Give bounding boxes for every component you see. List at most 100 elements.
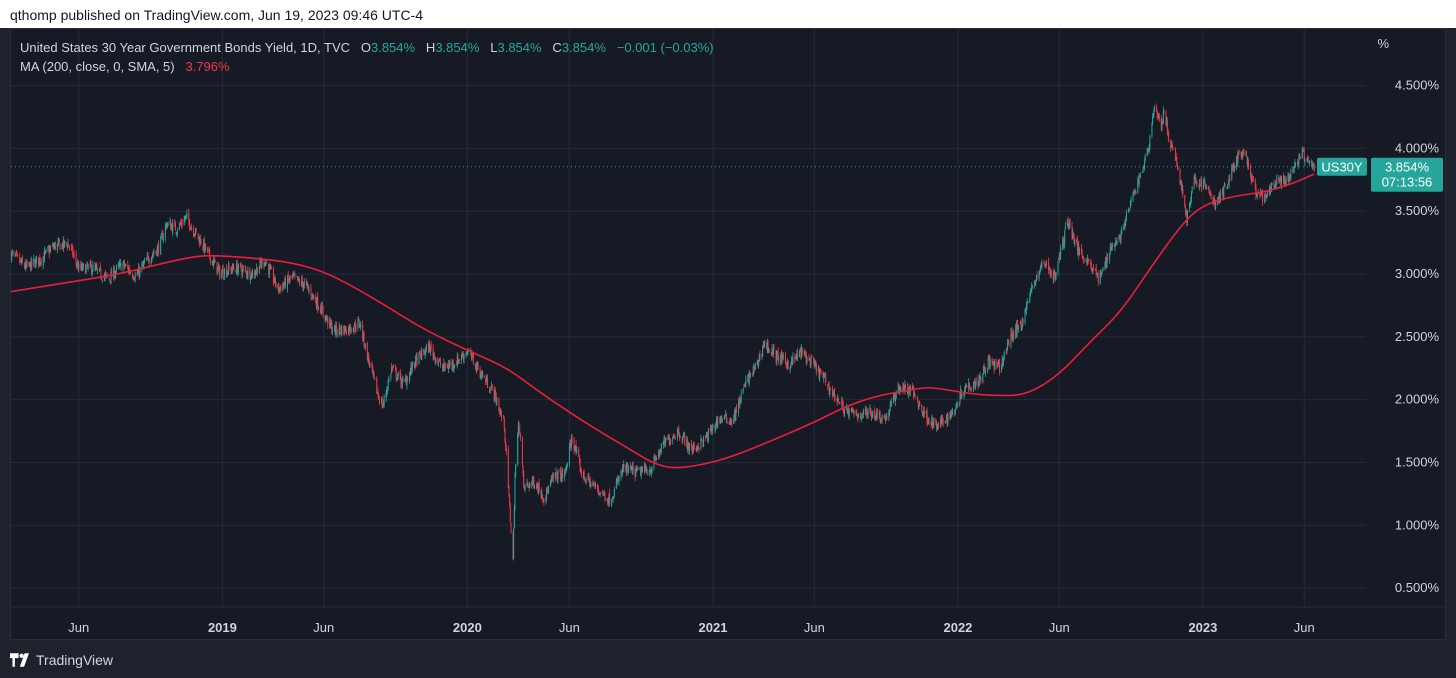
- candle-body: [1062, 239, 1064, 249]
- candle-body: [68, 244, 70, 245]
- candle-body: [640, 466, 642, 476]
- candle-body: [298, 278, 300, 281]
- candle-body: [1174, 148, 1176, 160]
- candle-body: [1219, 194, 1221, 203]
- candle-body: [458, 359, 460, 361]
- candle-body: [541, 494, 543, 498]
- legend-symbol[interactable]: United States 30 Year Government Bonds Y…: [20, 40, 351, 55]
- candle-body: [313, 296, 315, 299]
- candle-body: [668, 437, 670, 444]
- candle-body: [568, 446, 570, 465]
- candle-body: [127, 267, 129, 272]
- candle-body: [972, 382, 974, 392]
- candle-body: [1215, 200, 1217, 209]
- candle-body: [1294, 162, 1296, 168]
- candle-body: [1053, 271, 1055, 280]
- candle-body: [640, 470, 642, 477]
- candle-body: [1166, 119, 1168, 123]
- candle-body: [401, 379, 403, 387]
- candle-body: [180, 221, 182, 225]
- candle-body: [184, 219, 186, 221]
- candle-body: [156, 247, 158, 257]
- candle-body: [1052, 273, 1054, 280]
- candle-body: [750, 374, 752, 376]
- candle-body: [533, 486, 535, 489]
- candle-body: [919, 402, 921, 405]
- candle-body: [733, 411, 735, 420]
- footer-brand[interactable]: TradingView: [10, 648, 113, 672]
- candle-body: [111, 270, 113, 277]
- candle-body: [584, 479, 586, 481]
- candle-body: [175, 232, 177, 234]
- candle-body: [152, 254, 154, 256]
- candle-body: [974, 383, 976, 389]
- price-chart[interactable]: 4.500% 4.000% 3.500% 3.000% 2.500% 2.000% 1.50…: [11, 29, 1447, 641]
- candle-body: [194, 234, 196, 236]
- candle-body: [1068, 224, 1070, 227]
- candle-body: [631, 466, 633, 469]
- candle-body: [951, 412, 953, 417]
- candle-body: [273, 281, 275, 283]
- candle-body: [1132, 191, 1134, 201]
- candle-body: [406, 378, 408, 386]
- candle-body: [729, 417, 731, 425]
- x-tick-label: Jun: [804, 620, 825, 635]
- candle-body: [491, 385, 493, 389]
- candle-body: [81, 265, 83, 270]
- candle-body: [410, 365, 412, 373]
- candle-body: [964, 387, 966, 391]
- candle-body: [363, 333, 365, 345]
- candle-body: [400, 377, 402, 386]
- candle-body: [693, 443, 695, 450]
- candle-body: [519, 425, 521, 433]
- y-tick-label: 4.500%: [1395, 78, 1440, 93]
- candle-body: [204, 243, 206, 251]
- candle-body: [869, 407, 871, 414]
- candle-body: [1182, 188, 1184, 195]
- candle-body: [978, 382, 980, 385]
- candle-body: [834, 398, 836, 400]
- candle-body: [411, 361, 413, 371]
- candle-body: [916, 397, 918, 399]
- candle-body: [113, 268, 115, 278]
- candle-body: [49, 248, 51, 253]
- candle-body: [542, 499, 544, 501]
- candle-body: [937, 424, 939, 429]
- chart-panel[interactable]: 4.500% 4.000% 3.500% 3.000% 2.500% 2.000% 1.50…: [10, 28, 1447, 641]
- candle-body: [448, 364, 450, 369]
- candle-body: [822, 372, 824, 378]
- candle-body: [1261, 192, 1263, 195]
- candle-body: [800, 349, 802, 358]
- candle-body: [380, 399, 382, 404]
- candle-body: [176, 230, 178, 235]
- candle-body: [786, 361, 788, 368]
- candle-body: [543, 498, 545, 502]
- legend-ma-label[interactable]: MA (200, close, 0, SMA, 5): [20, 59, 175, 74]
- candle-body: [950, 410, 952, 416]
- candle-body: [66, 245, 68, 248]
- candle-body: [482, 374, 484, 376]
- candle-body: [1228, 176, 1230, 185]
- candle-body: [1113, 245, 1115, 247]
- candle-body: [728, 423, 730, 425]
- candle-body: [1181, 186, 1183, 191]
- candle-body: [644, 465, 646, 472]
- candle-body: [1002, 358, 1004, 363]
- candle-body: [710, 427, 712, 431]
- candle-body: [817, 367, 819, 371]
- candle-body: [644, 466, 646, 470]
- candle-body: [866, 411, 868, 415]
- candle-body: [402, 379, 404, 381]
- candle-body: [260, 263, 262, 267]
- candle-body: [1082, 256, 1084, 259]
- candle-body: [636, 467, 638, 470]
- candle-body: [870, 411, 872, 418]
- candle-body: [230, 268, 232, 272]
- candle-body: [461, 353, 463, 358]
- candle-body: [85, 266, 87, 273]
- candle-body: [19, 259, 21, 262]
- candle-body: [975, 378, 977, 385]
- candle-body: [477, 363, 479, 369]
- candle-body: [407, 380, 409, 382]
- candle-body: [151, 256, 153, 261]
